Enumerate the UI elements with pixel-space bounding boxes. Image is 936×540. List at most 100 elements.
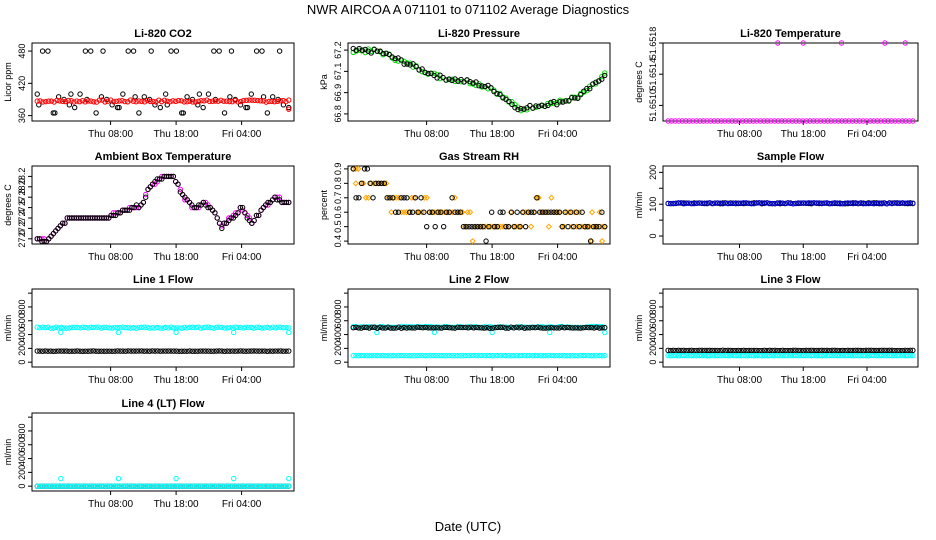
data-point [68, 91, 74, 97]
data-point [826, 201, 833, 207]
data-point [476, 352, 482, 359]
data-point [248, 324, 254, 331]
data-point [569, 325, 576, 331]
data-point [128, 325, 134, 331]
data-point [162, 483, 169, 489]
data-point [355, 352, 362, 359]
data-point [748, 352, 755, 359]
data-point [443, 77, 449, 83]
data-point [449, 352, 455, 359]
data-point [85, 325, 91, 331]
data-point [168, 324, 174, 330]
data-point [838, 40, 845, 46]
data-point [96, 483, 102, 489]
data-point [816, 347, 822, 354]
data-point [688, 347, 695, 354]
data-point [570, 223, 577, 230]
data-point [561, 352, 568, 359]
data-point [559, 223, 566, 230]
data-point [417, 324, 423, 331]
data-point [837, 200, 843, 207]
data-point [892, 118, 898, 124]
data-point [39, 48, 46, 54]
data-point [133, 98, 139, 105]
data-point [109, 348, 115, 354]
data-point [179, 325, 185, 331]
data-point [683, 200, 690, 207]
data-point [579, 209, 585, 215]
data-point [116, 104, 122, 111]
data-point [863, 347, 869, 354]
data-point [889, 352, 895, 359]
data-point [764, 200, 770, 206]
data-point [599, 238, 606, 245]
data-point [184, 348, 190, 354]
data-point [369, 352, 375, 359]
data-point [750, 118, 756, 124]
data-point [772, 347, 778, 353]
data-point [52, 110, 58, 116]
data-point [58, 475, 64, 482]
data-point [910, 200, 916, 206]
data-point [253, 483, 260, 489]
data-point [566, 97, 572, 104]
data-point [203, 483, 209, 489]
data-point [489, 352, 496, 359]
data-point [232, 97, 238, 104]
data-point [769, 352, 775, 359]
data-point [152, 348, 158, 354]
data-point [700, 118, 707, 124]
data-point [72, 324, 78, 331]
data-point [431, 329, 438, 336]
data-point [219, 324, 225, 331]
data-point [254, 97, 261, 104]
data-point [240, 97, 247, 104]
data-point [897, 352, 903, 359]
data-point [519, 352, 525, 359]
data-point [509, 101, 515, 107]
data-point [902, 40, 908, 46]
y-tick-label: 200 [17, 341, 27, 356]
data-point [573, 209, 580, 215]
data-point [449, 325, 455, 331]
plot-frame [347, 42, 611, 122]
data-point [63, 483, 70, 489]
data-point [200, 348, 206, 354]
data-point [184, 98, 190, 105]
data-point [545, 209, 551, 215]
x-tick-label: Fri 04:00 [222, 375, 262, 386]
data-point [548, 194, 555, 201]
data-point [673, 200, 679, 206]
data-point [93, 324, 99, 330]
data-point [425, 325, 431, 331]
data-point [519, 324, 525, 330]
data-point [80, 483, 86, 489]
data-point [398, 195, 404, 201]
data-point [367, 180, 373, 187]
data-point [477, 223, 484, 230]
data-series [350, 165, 608, 245]
data-point [120, 483, 126, 489]
data-point [189, 348, 196, 354]
data-point [739, 118, 746, 124]
x-tick-label: Thu 08:00 [88, 375, 133, 386]
data-point [361, 324, 367, 331]
data-point [540, 352, 546, 359]
data-point [587, 86, 593, 92]
data-point [430, 325, 437, 331]
data-point [489, 329, 495, 336]
data-point [738, 347, 744, 354]
data-point [382, 352, 389, 359]
y-tick-label: 400 [17, 451, 27, 466]
data-point [524, 325, 530, 331]
data-point [283, 324, 289, 331]
data-point [141, 483, 147, 489]
data-point [374, 352, 381, 359]
data-point [401, 61, 407, 67]
data-point [858, 347, 864, 354]
data-point [469, 223, 475, 230]
data-point [141, 99, 148, 105]
data-point [826, 352, 833, 359]
data-point [733, 200, 739, 207]
